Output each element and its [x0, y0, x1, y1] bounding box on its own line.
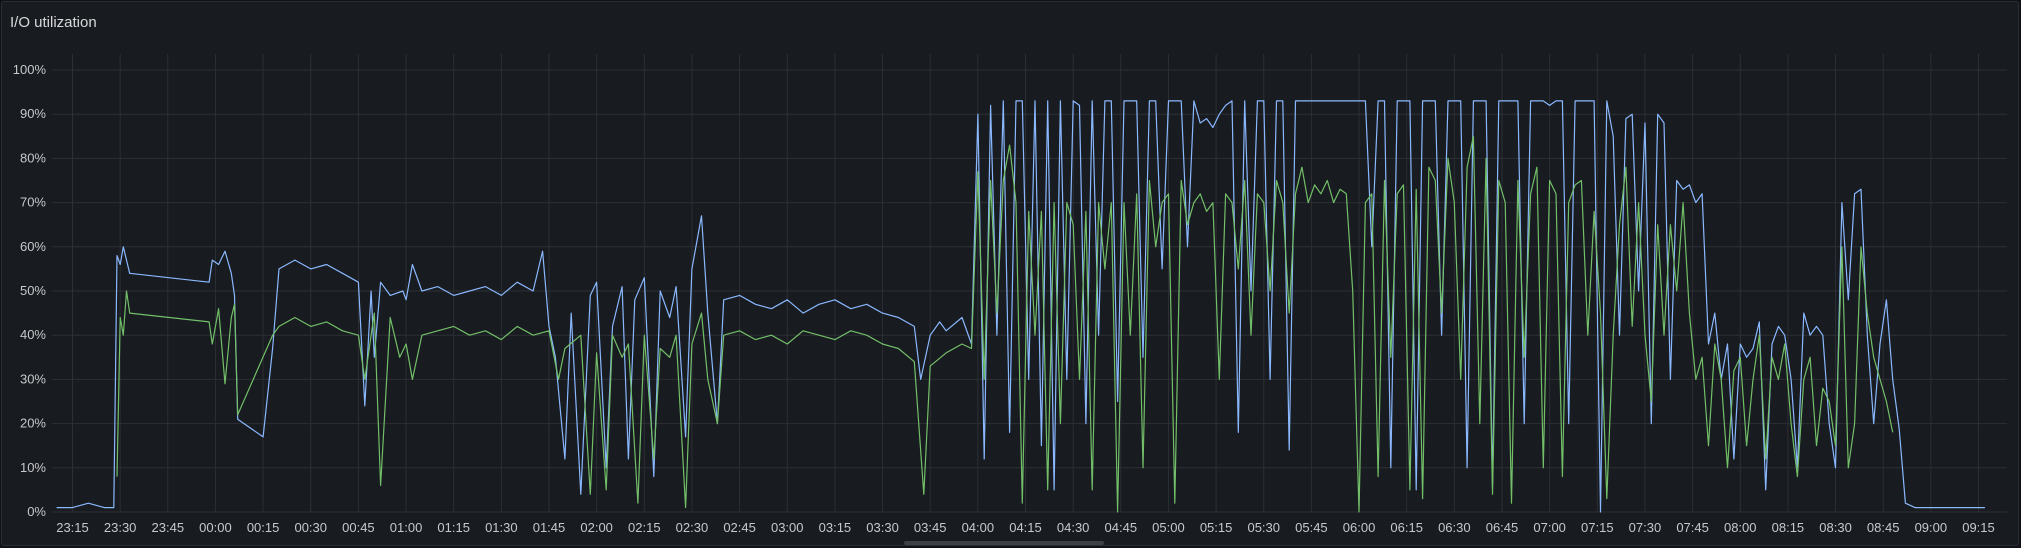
x-tick-label: 06:45: [1486, 520, 1519, 535]
x-tick-label: 06:15: [1390, 520, 1423, 535]
y-tick-label: 70%: [20, 195, 46, 210]
x-tick-label: 07:45: [1676, 520, 1709, 535]
x-tick-label: 04:30: [1057, 520, 1090, 535]
y-tick-label: 80%: [20, 150, 46, 165]
x-tick-label: 02:45: [723, 520, 756, 535]
x-tick-label: 03:15: [819, 520, 852, 535]
y-tick-label: 50%: [20, 283, 46, 298]
x-tick-label: 00:00: [199, 520, 232, 535]
x-tick-label: 03:30: [866, 520, 899, 535]
y-tick-label: 40%: [20, 327, 46, 342]
y-tick-label: 0%: [27, 504, 46, 519]
y-tick-label: 30%: [20, 371, 46, 386]
x-tick-label: 08:30: [1819, 520, 1852, 535]
x-tick-label: 00:30: [294, 520, 327, 535]
x-tick-label: 08:45: [1867, 520, 1900, 535]
x-tick-label: 07:30: [1629, 520, 1662, 535]
x-tick-label: 02:15: [628, 520, 661, 535]
x-tick-label: 00:45: [342, 520, 375, 535]
y-tick-label: 100%: [13, 62, 47, 77]
y-tick-label: 20%: [20, 416, 46, 431]
x-tick-label: 03:45: [914, 520, 947, 535]
x-tick-label: 04:15: [1009, 520, 1042, 535]
x-tick-label: 00:15: [247, 520, 280, 535]
x-tick-label: 06:00: [1343, 520, 1376, 535]
x-tick-label: 02:30: [676, 520, 709, 535]
x-tick-label: 04:00: [962, 520, 995, 535]
y-tick-label: 90%: [20, 106, 46, 121]
horizontal-scrollbar[interactable]: [904, 541, 1104, 545]
x-tick-label: 01:30: [485, 520, 518, 535]
x-tick-label: 07:00: [1533, 520, 1566, 535]
x-tick-label: 06:30: [1438, 520, 1471, 535]
y-tick-label: 60%: [20, 239, 46, 254]
x-tick-label: 05:00: [1152, 520, 1185, 535]
x-tick-label: 01:45: [533, 520, 566, 535]
x-tick-label: 05:45: [1295, 520, 1328, 535]
x-tick-label: 05:30: [1247, 520, 1280, 535]
series-line-2: [116, 135, 1894, 513]
x-tick-label: 09:00: [1915, 520, 1948, 535]
x-tick-label: 08:00: [1724, 520, 1757, 535]
x-tick-label: 08:15: [1772, 520, 1805, 535]
x-tick-label: 07:15: [1581, 520, 1614, 535]
panel-title[interactable]: I/O utilization: [10, 14, 97, 31]
x-tick-label: 02:00: [580, 520, 613, 535]
x-tick-label: 03:00: [771, 520, 804, 535]
x-tick-label: 04:45: [1105, 520, 1138, 535]
x-tick-label: 05:15: [1200, 520, 1233, 535]
x-tick-label: 09:15: [1962, 520, 1995, 535]
x-tick-label: 01:00: [390, 520, 423, 535]
x-tick-label: 23:30: [104, 520, 137, 535]
x-tick-label: 23:15: [56, 520, 89, 535]
x-tick-label: 23:45: [152, 520, 185, 535]
y-tick-label: 10%: [20, 460, 46, 475]
x-tick-label: 01:15: [437, 520, 470, 535]
series-line-1: [56, 100, 1985, 513]
